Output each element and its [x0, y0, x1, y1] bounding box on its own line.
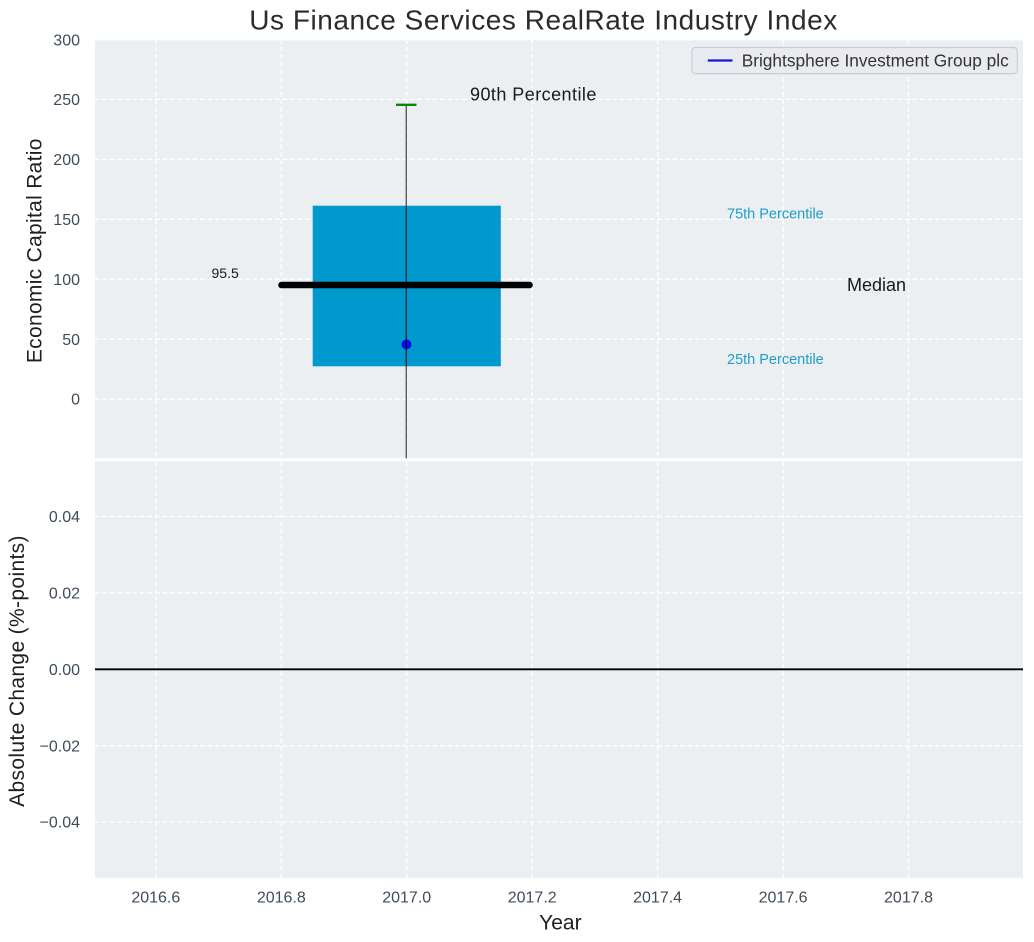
svg-text:25th Percentile: 25th Percentile: [727, 352, 824, 368]
svg-text:2017.2: 2017.2: [508, 890, 557, 907]
svg-text:0: 0: [71, 392, 80, 409]
svg-text:−0.04: −0.04: [40, 815, 81, 832]
svg-text:150: 150: [53, 212, 80, 229]
svg-text:0.00: 0.00: [49, 662, 80, 679]
svg-text:Median: Median: [847, 275, 906, 295]
svg-text:200: 200: [53, 152, 80, 169]
svg-text:50: 50: [62, 332, 80, 349]
svg-text:100: 100: [53, 272, 80, 289]
svg-text:2017.4: 2017.4: [633, 890, 682, 907]
svg-text:−0.02: −0.02: [40, 738, 81, 755]
svg-text:90th Percentile: 90th Percentile: [470, 84, 597, 104]
svg-text:2017.8: 2017.8: [884, 890, 933, 907]
svg-text:Absolute Change (%-points): Absolute Change (%-points): [6, 535, 29, 807]
svg-text:2016.6: 2016.6: [131, 890, 180, 907]
svg-text:2017.0: 2017.0: [382, 890, 431, 907]
svg-text:Us Finance Services RealRate I: Us Finance Services RealRate Industry In…: [249, 5, 838, 36]
svg-text:0.02: 0.02: [49, 586, 80, 603]
svg-text:75th Percentile: 75th Percentile: [727, 206, 824, 222]
svg-text:300: 300: [53, 32, 80, 49]
svg-text:95.5: 95.5: [212, 265, 239, 281]
svg-text:Economic Capital Ratio: Economic Capital Ratio: [23, 138, 46, 363]
svg-text:2016.8: 2016.8: [257, 890, 306, 907]
svg-text:250: 250: [53, 92, 80, 109]
svg-text:2017.6: 2017.6: [759, 890, 808, 907]
svg-text:0.04: 0.04: [49, 509, 80, 526]
svg-text:Year: Year: [539, 911, 581, 934]
svg-text:Brightsphere Investment Group: Brightsphere Investment Group plc: [742, 51, 1009, 71]
